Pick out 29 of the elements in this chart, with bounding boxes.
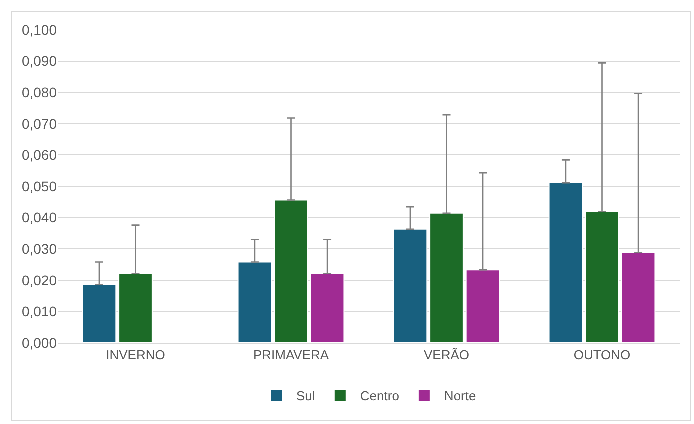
bar: [310, 273, 345, 343]
y-tick-label: 0,030: [22, 241, 58, 257]
y-tick-label: 0,090: [22, 53, 58, 70]
y-tick-label: 0,020: [22, 272, 58, 288]
y-tick-label: 0,060: [22, 147, 58, 164]
bar: [430, 212, 464, 343]
x-tick-label: INVERNO: [106, 348, 166, 363]
y-tick-label: 0,050: [22, 178, 58, 194]
bar: [82, 284, 117, 343]
y-tick-label: 0,100: [22, 22, 58, 38]
bar: [466, 270, 500, 343]
y-tick-label: 0,080: [22, 84, 58, 100]
bar: [548, 182, 584, 343]
bar: [621, 252, 656, 343]
bar: [118, 273, 153, 343]
legend-label: Sul: [296, 388, 316, 404]
legend-label: Centro: [360, 388, 400, 404]
y-tick-label: 0,010: [22, 304, 58, 320]
bar: [238, 262, 272, 343]
bar: [393, 228, 428, 343]
y-tick-label: 0,070: [22, 116, 58, 132]
x-tick-label: PRIMAVERA: [253, 348, 330, 363]
y-tick-label: 0,040: [22, 210, 58, 226]
y-tick-label: 0,000: [22, 334, 58, 351]
x-tick-label: VERÃO: [424, 348, 470, 363]
x-tick-label: OUTONO: [574, 348, 631, 363]
bar: [585, 211, 620, 343]
bar: [274, 200, 308, 343]
legend-label: Norte: [444, 388, 476, 404]
